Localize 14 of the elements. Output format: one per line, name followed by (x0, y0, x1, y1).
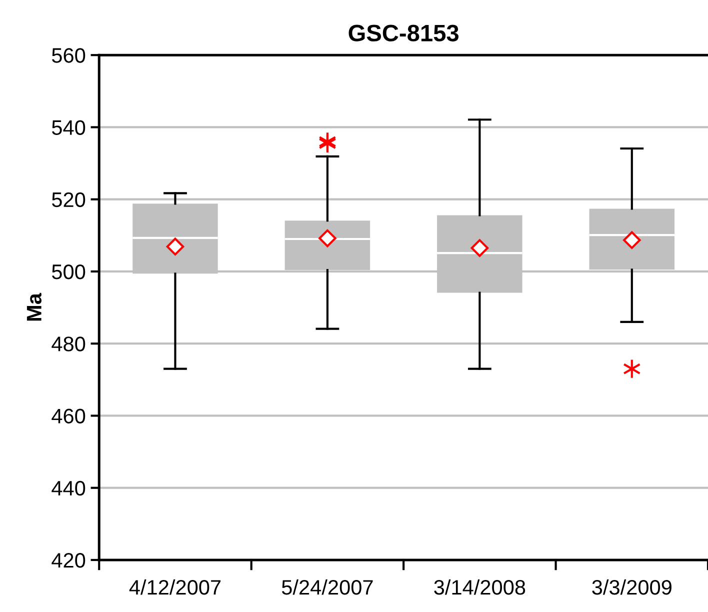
y-tick-label: 440 (52, 480, 86, 496)
x-tick-label: 3/14/2008 (434, 579, 526, 595)
y-tick-label: 520 (52, 192, 86, 208)
x-tick-label: 5/24/2007 (282, 579, 373, 595)
y-tick-label: 460 (52, 408, 86, 424)
y-tick-label: 540 (52, 120, 86, 135)
y-tick-label: 420 (52, 552, 86, 568)
x-tick-label: 4/12/2007 (129, 579, 221, 595)
y-tick-label: 480 (52, 336, 86, 352)
x-tick-label: 3/3/2009 (592, 579, 672, 595)
y-tick-label: 500 (52, 264, 86, 280)
y-axis-title: Ma (26, 292, 42, 321)
y-tick-label: 560 (52, 48, 86, 63)
chart-title: GSC-8153 (348, 24, 458, 42)
